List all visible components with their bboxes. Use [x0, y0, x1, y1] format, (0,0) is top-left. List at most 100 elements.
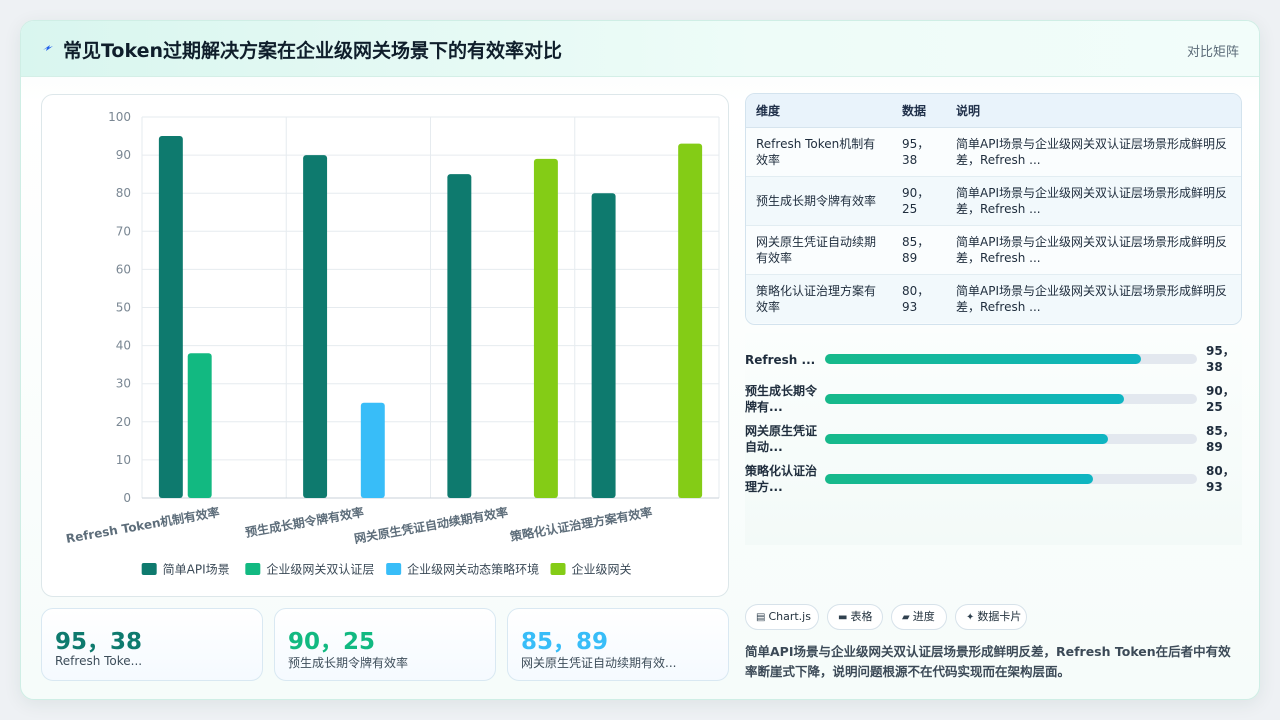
table-row: 网关原生凭证自动续期有效率 85，89 简单API场景与企业级网关双认证层场景形… [746, 225, 1241, 275]
table-row: 预生成长期令牌有效率 90，25 简单API场景与企业级网关双认证层场景形成鲜明… [746, 176, 1241, 226]
progress-track [825, 354, 1197, 364]
legend-swatch [550, 563, 566, 575]
progress-value: 95，38 [1206, 344, 1235, 374]
progress-track [825, 474, 1197, 484]
y-tick-label: 90 [116, 148, 131, 162]
legend-label: 企业级网关动态策略环境 [407, 562, 539, 577]
lightning-icon [43, 45, 53, 51]
y-tick-label: 40 [116, 339, 131, 353]
progress-fill [825, 354, 1142, 364]
chip-chartjs[interactable]: ▤ Chart.js [745, 604, 819, 630]
stat-card-2: 90，25 预生成长期令牌有效率 [274, 608, 496, 681]
card-icon: ✦ [966, 612, 975, 623]
y-tick-label: 20 [116, 415, 131, 429]
progress-value: 80，93 [1206, 464, 1235, 494]
cell-dimension: 网关原生凭证自动续期有效率 [746, 225, 892, 275]
x-tick-label: 策略化认证治理方案有效率 [509, 504, 653, 544]
progress-track [825, 394, 1197, 404]
column-header-dimension: 维度 [746, 94, 892, 128]
progress-list: Refresh ... 95，38 预生成长期令牌有... 90，25 网关原生… [745, 333, 1242, 545]
bar [533, 158, 558, 498]
data-table-panel: 维度 数据 说明 Refresh Token机制有效率 95，38 简单API场… [745, 93, 1242, 325]
progress-label: Refresh ... [745, 353, 816, 367]
stat-label: 网关原生凭证自动续期有效... [521, 656, 677, 670]
cell-description: 简单API场景与企业级网关双认证层场景形成鲜明反差，Refresh ... [946, 176, 1241, 226]
stat-card-1: 95，38 Refresh Toke... [41, 608, 263, 681]
view-tag: 对比矩阵 [1186, 45, 1239, 60]
chip-table[interactable]: ▬ 表格 [827, 604, 883, 630]
y-tick-label: 100 [108, 110, 131, 124]
bar [187, 353, 212, 498]
legend-swatch [245, 563, 261, 575]
progress-value: 90，25 [1206, 384, 1235, 414]
summary-text: 简单API场景与企业级网关双认证层场景形成鲜明反差，Refresh Token在… [745, 644, 1231, 679]
progress-fill [825, 474, 1093, 484]
chip-data-cards[interactable]: ✦ 数据卡片 [955, 604, 1027, 630]
cell-data: 95，38 [892, 127, 946, 177]
chart-icon: ▤ [756, 612, 766, 623]
legend-swatch [141, 563, 157, 575]
stat-label: Refresh Toke... [55, 654, 143, 668]
cell-data: 80，93 [892, 274, 946, 323]
x-tick-label: 网关原生凭证自动续期有效率 [353, 504, 509, 546]
progress-icon: ▰ [902, 612, 910, 623]
y-tick-label: 0 [123, 491, 131, 505]
cell-dimension: 预生成长期令牌有效率 [746, 176, 892, 226]
cell-data: 90，25 [892, 176, 946, 226]
x-tick-label: 预生成长期令牌有效率 [244, 504, 365, 540]
table-row: Refresh Token机制有效率 95，38 简单API场景与企业级网关双认… [746, 127, 1241, 177]
progress-label: 预生成长期令牌有... [745, 384, 818, 414]
chip-label: 表格 [850, 610, 873, 623]
progress-label: 网关原生凭证自动... [745, 424, 818, 454]
stat-value: 90，25 [288, 629, 376, 655]
y-tick-label: 10 [116, 453, 131, 467]
data-table: 维度 数据 说明 Refresh Token机制有效率 95，38 简单API场… [746, 94, 1241, 323]
legend-swatch [386, 563, 402, 575]
page-title: 常见Token过期解决方案在企业级网关场景下的有效率对比 [63, 40, 563, 62]
cell-data: 85，89 [892, 225, 946, 275]
y-tick-label: 80 [116, 186, 131, 200]
stat-card-3: 85，89 网关原生凭证自动续期有效... [507, 608, 729, 681]
cell-description: 简单API场景与企业级网关双认证层场景形成鲜明反差，Refresh ... [946, 127, 1241, 177]
y-tick-label: 30 [116, 377, 131, 391]
cell-description: 简单API场景与企业级网关双认证层场景形成鲜明反差，Refresh ... [946, 225, 1241, 275]
bar [360, 402, 385, 498]
bar [158, 136, 183, 499]
cell-dimension: Refresh Token机制有效率 [746, 127, 892, 177]
progress-row: 策略化认证治理方... 80，93 [745, 463, 1242, 499]
progress-row: 预生成长期令牌有... 90，25 [745, 383, 1242, 419]
column-header-data: 数据 [892, 94, 946, 128]
bar-chart: 0 10 20 30 40 50 60 70 80 90 100 Refresh Token机制有效率… [65, 110, 720, 577]
chip-progress[interactable]: ▰ 进度 [891, 604, 947, 630]
progress-track [825, 434, 1197, 444]
y-tick-label: 60 [116, 262, 131, 276]
stat-value: 85，89 [521, 629, 609, 655]
y-tick-label: 70 [116, 224, 131, 238]
cell-description: 简单API场景与企业级网关双认证层场景形成鲜明反差，Refresh ... [946, 274, 1241, 323]
table-row: 策略化认证治理方案有效率 80，93 简单API场景与企业级网关双认证层场景形成… [746, 274, 1241, 323]
progress-row: 网关原生凭证自动... 85，89 [745, 423, 1242, 459]
chip-label: Chart.js [768, 610, 811, 623]
progress-value: 85，89 [1206, 424, 1235, 454]
progress-fill [825, 434, 1108, 444]
cell-dimension: 策略化认证治理方案有效率 [746, 274, 892, 323]
legend-label: 企业级网关 [572, 562, 632, 577]
legend-label: 企业级网关双认证层 [266, 562, 374, 577]
progress-row: Refresh ... 95，38 [745, 343, 1242, 379]
bar-chart-panel: 0 10 20 30 40 50 60 70 80 90 100 Refresh Token机制有效率… [41, 94, 729, 597]
dashboard-card: 常见Token过期解决方案在企业级网关场景下的有效率对比 对比矩阵 0 10 20 3… [20, 20, 1260, 700]
chip-label: 数据卡片 [977, 610, 1022, 623]
stat-label: 预生成长期令牌有效率 [288, 656, 409, 670]
y-tick-label: 50 [116, 301, 131, 315]
header-bar: 常见Token过期解决方案在企业级网关场景下的有效率对比 对比矩阵 [21, 21, 1259, 77]
progress-fill [825, 394, 1125, 404]
progress-label: 策略化认证治理方... [745, 464, 818, 494]
bar [678, 143, 703, 499]
bar [303, 155, 328, 498]
x-tick-label: Refresh Token机制有效率 [65, 504, 221, 546]
legend-label: 简单API场景 [163, 563, 230, 577]
stat-value: 95，38 [55, 629, 143, 655]
bar [591, 193, 616, 498]
chip-label: 进度 [912, 610, 935, 623]
column-header-description: 说明 [946, 94, 1241, 128]
